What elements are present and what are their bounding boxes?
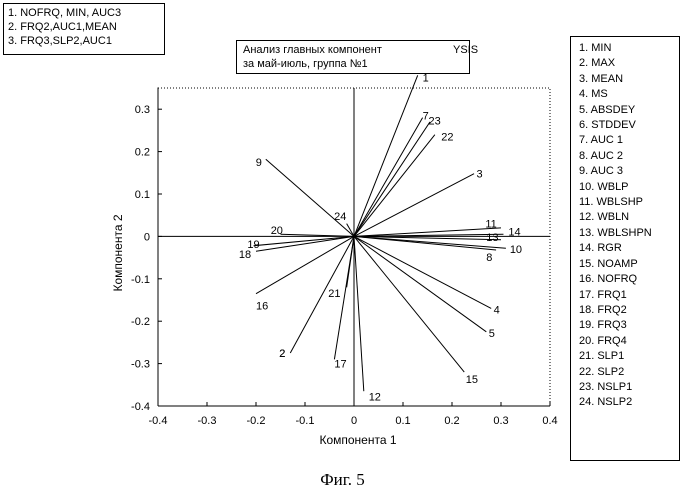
vector-label-5: 5 — [489, 328, 495, 340]
vector-label-9: 9 — [256, 157, 262, 169]
vector-label-14: 14 — [508, 226, 520, 238]
vector-label-2: 2 — [279, 348, 285, 360]
y-tick-label: 0.1 — [135, 189, 150, 201]
vector-label-13: 13 — [486, 232, 498, 244]
y-axis-label: Компонента 2 — [111, 214, 125, 291]
vector-label-18: 18 — [239, 249, 251, 261]
y-tick-label: -0.4 — [131, 401, 150, 413]
x-tick-label: -0.3 — [198, 415, 217, 427]
y-tick-label: 0 — [144, 231, 150, 243]
vector-label-12: 12 — [369, 392, 381, 404]
vector-label-11: 11 — [485, 219, 496, 231]
x-tick-label: -0.4 — [149, 415, 168, 427]
vector-label-16: 16 — [256, 301, 268, 313]
vector-line-12 — [354, 236, 364, 391]
vector-label-4: 4 — [494, 304, 500, 316]
y-tick-label: 0.3 — [135, 104, 150, 116]
vector-label-8: 8 — [486, 252, 492, 264]
y-tick-label: -0.2 — [131, 316, 150, 328]
vector-label-15: 15 — [466, 374, 478, 386]
y-tick-label: -0.1 — [131, 274, 150, 286]
x-tick-label: 0.4 — [542, 415, 557, 427]
vector-line-1 — [354, 75, 418, 236]
y-tick-label: -0.3 — [131, 359, 150, 371]
x-tick-label: 0.1 — [395, 415, 410, 427]
vector-label-20: 20 — [271, 225, 283, 237]
vector-label-3: 3 — [477, 169, 483, 181]
vector-label-1: 1 — [423, 72, 429, 84]
vector-label-17: 17 — [334, 359, 346, 371]
x-tick-label: -0.1 — [296, 415, 315, 427]
x-tick-label: -0.2 — [247, 415, 266, 427]
vector-line-24 — [347, 224, 354, 237]
figure-caption: Фиг. 5 — [0, 470, 685, 490]
x-tick-label: 0.2 — [444, 415, 459, 427]
vector-label-23: 23 — [428, 116, 440, 128]
vector-label-22: 22 — [441, 131, 453, 143]
vector-label-21: 21 — [328, 288, 340, 300]
x-tick-label: 0.3 — [493, 415, 508, 427]
pca-biplot: -0.4 -0.3 -0.2 -0.1 0 0.1 0.2 0.3 0.4 -0.4 -0.3 -0.… — [0, 0, 685, 470]
x-axis-label: Компонента 1 — [319, 433, 396, 447]
vector-line-22 — [354, 135, 435, 237]
vector-label-10: 10 — [510, 244, 522, 256]
vector-line-16 — [256, 236, 354, 293]
y-tick-label: 0.2 — [135, 147, 150, 159]
x-tick-label: 0 — [351, 415, 357, 427]
vector-label-24: 24 — [334, 211, 346, 223]
